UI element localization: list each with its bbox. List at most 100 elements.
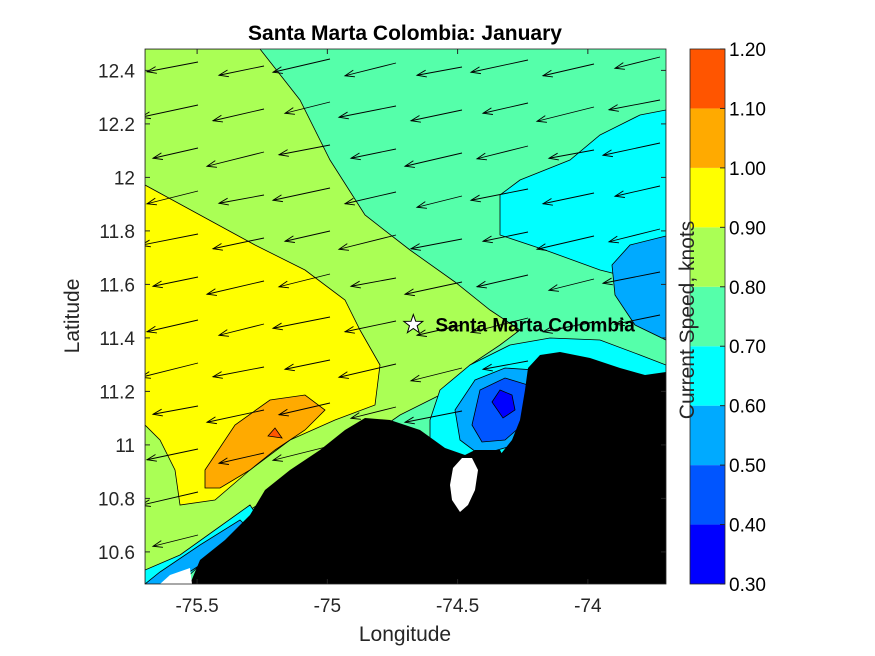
colorbar-tick-label: 1.20 [729,40,766,61]
current-vector [614,56,661,69]
current-vector [608,228,661,243]
current-vector [338,363,397,378]
colorbar-tick-label: 0.40 [729,516,766,537]
current-vector-head [541,69,553,78]
current-vector-head [601,277,613,286]
colorbar-tick-label: 0.80 [729,278,766,299]
current-vector-head [607,235,619,244]
current-vector-head [211,114,223,123]
current-vector-head [151,280,163,289]
current-vector-head [205,160,217,168]
current-vector [218,323,265,336]
current-vector-head [145,197,157,206]
x-tick-label: -75.5 [175,596,218,617]
current-vector-head [271,194,283,203]
current-vector [416,66,463,76]
current-vector-head [343,197,355,206]
current-vector [542,192,595,205]
current-vector [278,402,331,416]
current-vector-head [481,107,493,115]
y-tick-label: 12.2 [98,115,135,136]
current-vector-head [547,152,559,161]
santa-marta-label: Santa Marta Colombia [435,316,635,337]
land-gap-southwest [160,568,192,584]
current-vector-head [403,160,415,168]
current-vector-head [481,363,493,372]
current-vector [542,321,595,333]
colorbar: 0.30 0.40 0.50 0.60 0.70 0.80 0.90 1.00 1.10 1.20 [689,40,766,596]
x-tick-label: -74.5 [436,596,479,617]
land-gap [450,458,478,512]
current-vector [350,277,397,287]
current-vector-head [403,416,415,425]
current-vector-head [613,62,625,70]
current-vector-head [337,371,349,379]
current-vector-head [343,69,355,78]
current-vector [470,188,529,201]
current-vector-head [547,284,559,292]
current-vector-head [337,111,349,120]
current-vector [404,281,463,295]
current-vector-head [469,326,481,334]
current-vector [145,233,199,245]
current-vector [410,367,463,382]
current-vector-head [403,288,415,297]
x-tick-label: -74 [574,596,602,617]
current-vector-head [475,280,487,289]
current-vector [470,59,529,73]
current-vector-head [151,540,163,548]
current-vector-head [211,243,223,251]
colorbar-segment [690,108,725,168]
current-vector [218,194,265,204]
contour-1.10-1.20 [267,427,283,439]
current-vector [614,185,661,197]
current-vector [278,273,331,288]
current-vector-head [613,318,625,327]
current-vector-head [145,499,151,507]
current-vector [482,102,529,114]
current-vector [146,190,199,205]
current-vector-head [415,201,427,209]
current-vector [542,63,595,77]
current-vector [416,324,463,336]
y-tick-label: 11.2 [99,382,135,403]
current-vector-head [277,280,289,289]
contour-1.00-1.10 [204,394,326,489]
current-vector [344,191,397,205]
current-vector-head [541,198,553,206]
current-vector [608,99,661,111]
current-vector-head [145,239,151,248]
current-vector [212,237,265,250]
x-tick-label: -75 [314,596,341,617]
contour-0.90-1.00 [145,184,381,506]
colorbar-tick-label: 0.90 [729,218,766,239]
current-vector-head [145,371,151,379]
current-vector-head [415,329,427,337]
current-vector [602,142,661,156]
current-vector [350,406,397,419]
current-vector [146,448,199,461]
current-vector [278,144,331,156]
plot-area [145,49,666,584]
current-vector-head [271,322,283,331]
current-vector [272,58,331,73]
y-tick-label: 11.4 [99,329,135,350]
current-vector-head [409,374,421,383]
current-vector [146,319,199,333]
current-vector [614,314,661,325]
star-icon [402,312,425,334]
current-vector [548,149,595,159]
current-vector [548,278,595,291]
current-vector-head [145,325,157,334]
current-vector-head [535,115,547,123]
colorbar-frame [689,48,726,585]
santa-marta-marker [402,312,425,334]
current-vector-head [601,149,613,158]
colorbar-tick-label: 0.30 [729,575,766,596]
colorbar-tick-label: 0.60 [729,397,766,418]
colorbar-segment [690,405,725,466]
current-vector [476,145,529,160]
current-vector-head [277,408,289,417]
current-vector-head [283,363,295,372]
